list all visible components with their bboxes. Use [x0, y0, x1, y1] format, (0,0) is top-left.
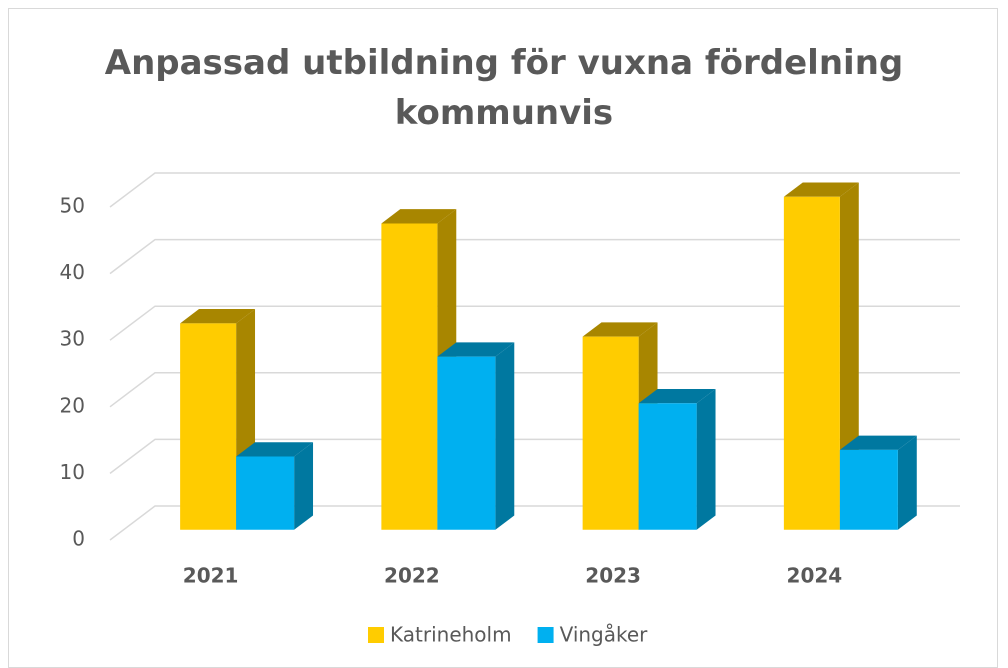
legend-swatch — [368, 627, 384, 643]
y-tick-label: 30 — [60, 327, 85, 351]
bar-top — [839, 435, 917, 450]
y-tick-label: 50 — [60, 194, 85, 218]
bar-front — [437, 356, 496, 530]
bar — [839, 435, 917, 530]
y-tick-label: 10 — [60, 460, 85, 484]
bar-side — [294, 442, 314, 530]
legend-swatch — [537, 627, 554, 643]
bar-side — [495, 342, 515, 530]
bar-top — [381, 209, 457, 224]
x-tick-label: 2021 — [183, 564, 239, 588]
bar — [437, 342, 515, 530]
x-tick-label: 2023 — [585, 564, 641, 588]
y-tick-label: 40 — [60, 260, 85, 284]
chart-title: Anpassad utbildning för vuxna fördelning… — [104, 43, 904, 133]
bar-side — [696, 388, 716, 530]
bar-front — [783, 196, 840, 530]
bar-top — [236, 442, 314, 457]
bar-front — [236, 456, 295, 530]
y-tick-label: 20 — [60, 393, 85, 417]
grid-line — [109, 305, 960, 341]
bar-front — [839, 449, 898, 530]
bar — [638, 388, 716, 530]
legend-label: Katrineholm — [390, 623, 512, 647]
bar-top — [783, 182, 859, 197]
bar-front — [180, 323, 237, 530]
x-tick-label: 2024 — [787, 564, 843, 588]
bar-front — [638, 403, 697, 530]
grid-line — [109, 238, 960, 275]
bar-front — [381, 223, 438, 530]
y-tick-label: 0 — [72, 527, 85, 551]
bar-top — [180, 309, 256, 324]
grid-line — [109, 372, 960, 408]
bar-front — [582, 336, 639, 530]
bar-top — [437, 342, 515, 357]
bar-top — [638, 388, 716, 404]
bar-side — [897, 435, 917, 530]
x-tick-label: 2022 — [384, 564, 440, 588]
bar-top — [582, 322, 658, 337]
grid-line — [109, 172, 960, 208]
bar — [236, 442, 314, 530]
legend-label: Vingåker — [560, 623, 649, 647]
